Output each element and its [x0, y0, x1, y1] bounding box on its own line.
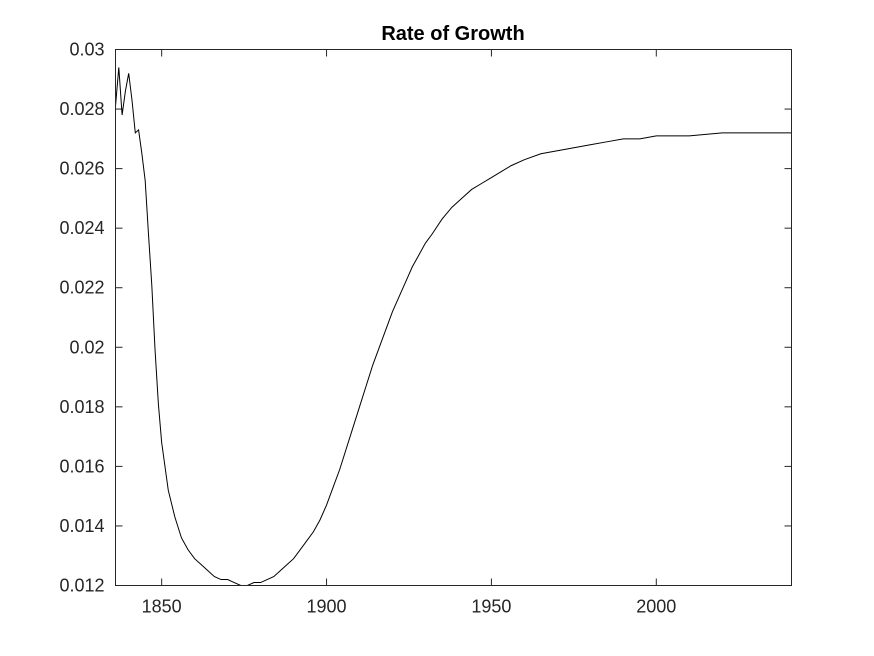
y-tick-label: 0.024 [59, 218, 104, 238]
chart-title: Rate of Growth [381, 23, 524, 45]
y-tick-label: 0.03 [69, 40, 104, 60]
y-tick-label: 0.026 [59, 159, 104, 179]
plot-area-frame [115, 49, 792, 586]
y-tick-label: 0.028 [59, 99, 104, 119]
x-tick-label: 1850 [142, 597, 182, 617]
y-tick-label: 0.02 [69, 337, 104, 357]
x-tick-label: 2000 [636, 597, 676, 617]
x-tick-label: 1900 [307, 597, 347, 617]
y-tick-label: 0.014 [59, 516, 104, 536]
y-axis: 0.012 0.014 0.016 0.018 0.02 0.022 0.024 0.026 0… [59, 40, 792, 596]
series-line [115, 67, 792, 586]
y-tick-label: 0.018 [59, 397, 104, 417]
series-layer [115, 67, 792, 586]
y-tick-label: 0.022 [59, 278, 104, 298]
x-tick-label: 1950 [471, 597, 511, 617]
y-tick-label: 0.012 [59, 576, 104, 596]
y-tick-label: 0.016 [59, 456, 104, 476]
x-axis: 1850 1900 1950 2000 [142, 49, 676, 617]
